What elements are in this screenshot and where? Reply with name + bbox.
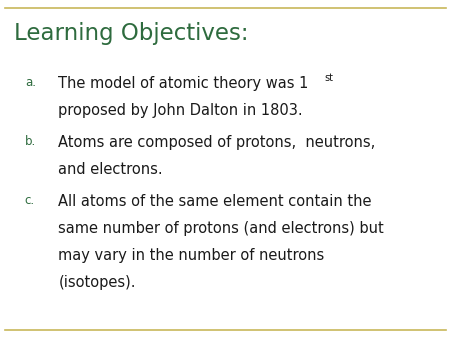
Text: st: st	[325, 73, 334, 83]
Text: proposed by John Dalton in 1803.: proposed by John Dalton in 1803.	[58, 103, 303, 118]
Text: same number of protons (and electrons) but: same number of protons (and electrons) b…	[58, 221, 384, 236]
Text: b.: b.	[25, 135, 36, 148]
Text: All atoms of the same element contain the: All atoms of the same element contain th…	[58, 194, 372, 209]
Text: Atoms are composed of protons,  neutrons,: Atoms are composed of protons, neutrons,	[58, 135, 376, 150]
Text: and electrons.: and electrons.	[58, 162, 163, 177]
Text: may vary in the number of neutrons: may vary in the number of neutrons	[58, 248, 325, 263]
Text: (isotopes).: (isotopes).	[58, 275, 136, 290]
Text: a.: a.	[25, 76, 36, 89]
Text: Learning Objectives:: Learning Objectives:	[14, 22, 248, 45]
Text: c.: c.	[25, 194, 35, 207]
Text: The model of atomic theory was 1: The model of atomic theory was 1	[58, 76, 309, 91]
